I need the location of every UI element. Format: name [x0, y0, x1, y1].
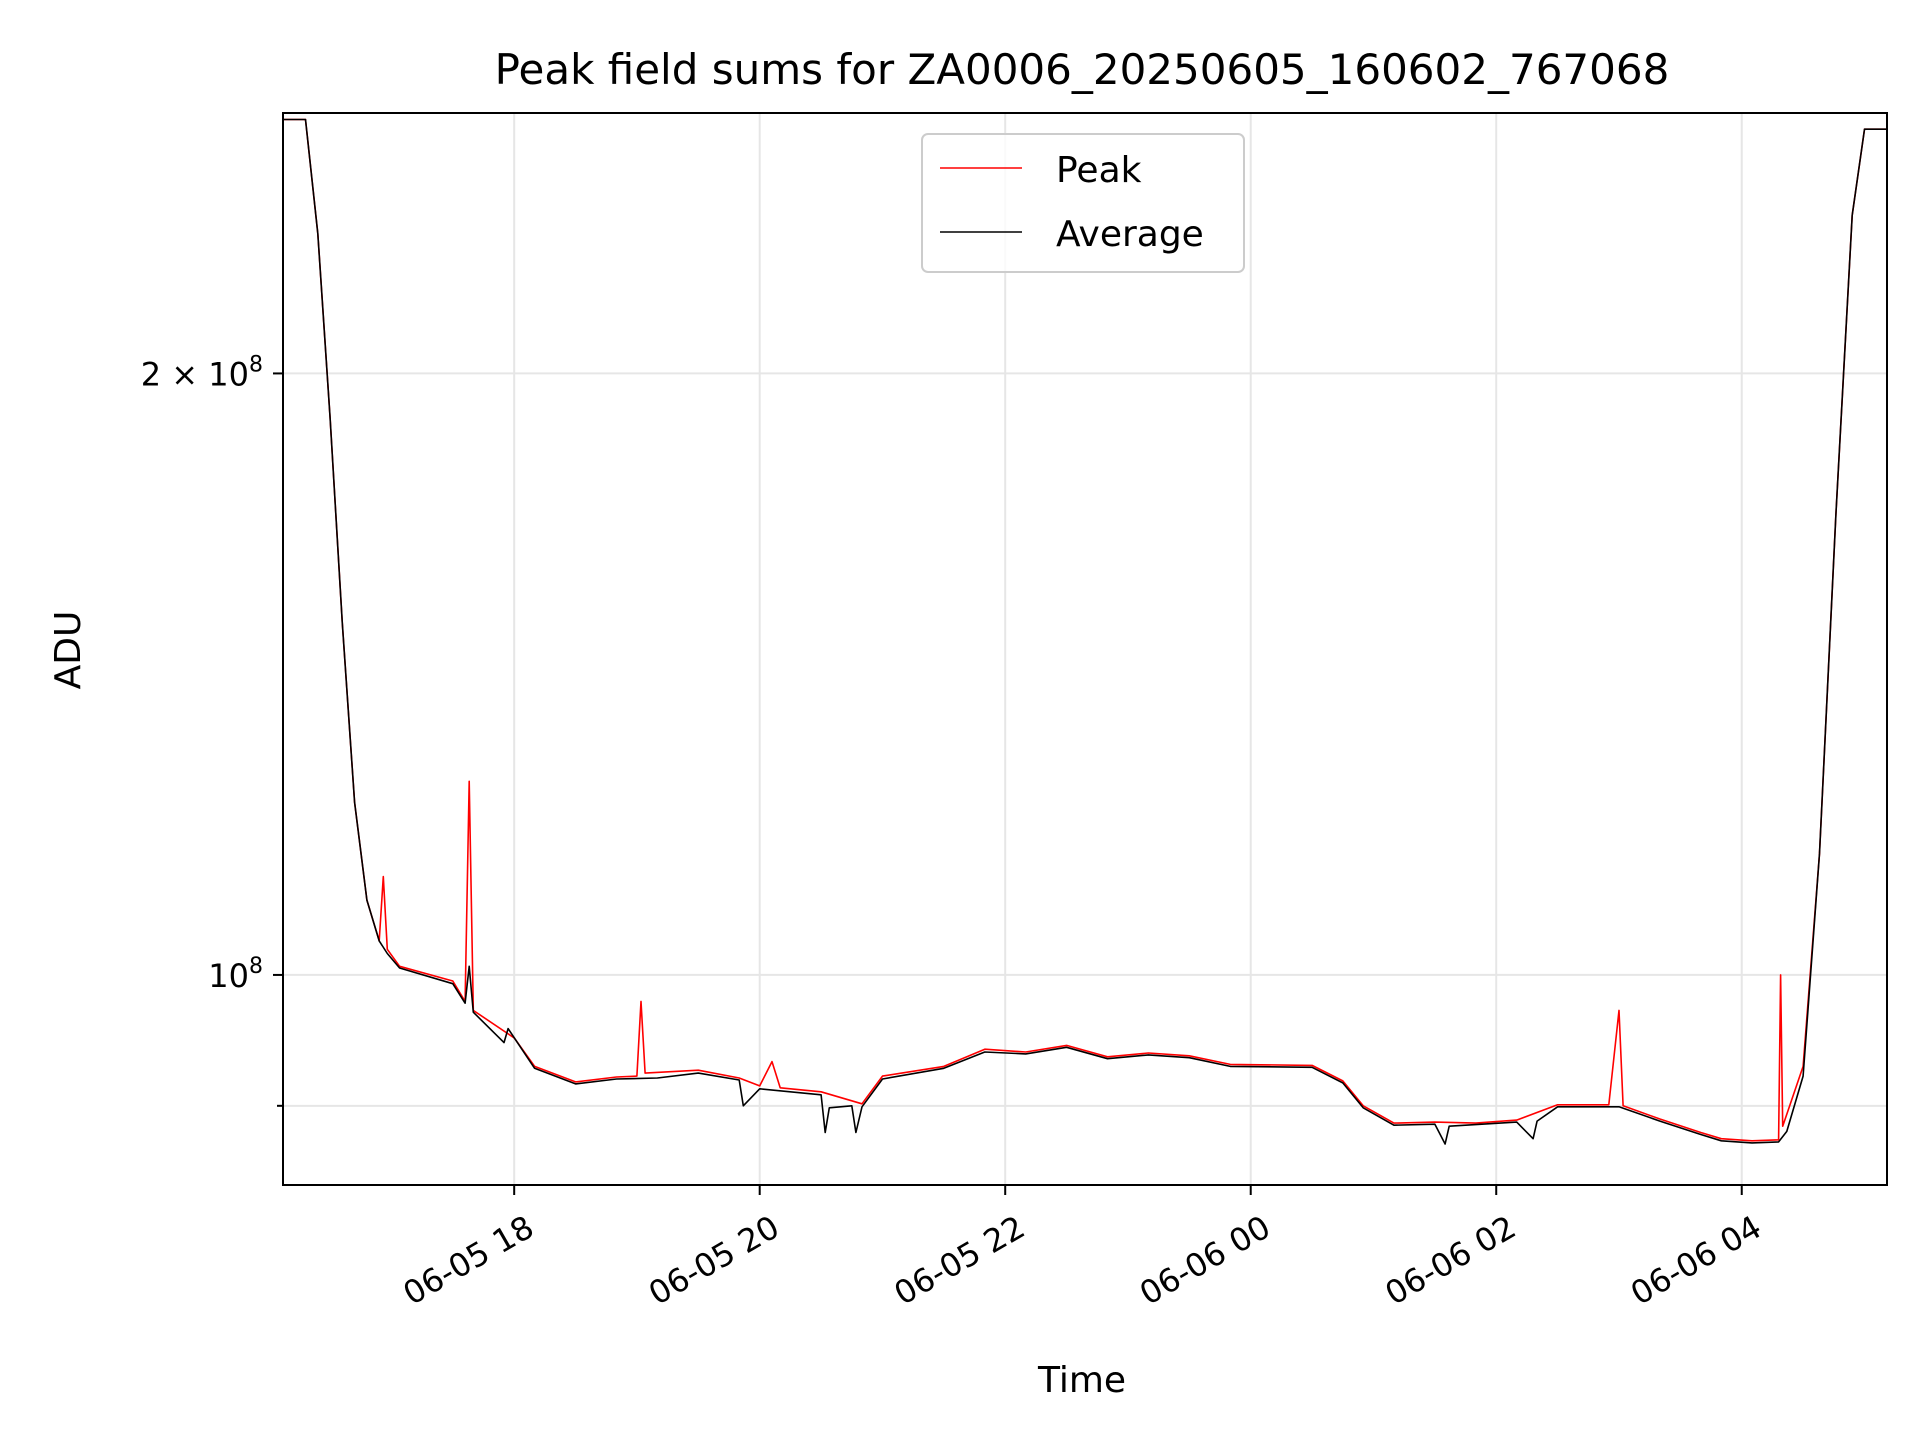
y-axis-label: ADU	[48, 611, 89, 690]
legend-label-average: Average	[1056, 214, 1204, 255]
chart-title: Peak field sums for ZA0006_20250605_1606…	[495, 45, 1670, 94]
legend-label-peak: Peak	[1056, 150, 1142, 191]
grid	[283, 113, 1887, 1185]
x-axis-label: Time	[1037, 1360, 1126, 1401]
series-line-average	[283, 118, 1887, 1145]
y-tick-exponent: 8	[249, 954, 263, 979]
series-layer	[283, 118, 1887, 1145]
series-line-peak	[283, 118, 1887, 1142]
y-tick-label: 2 × 108	[141, 352, 263, 393]
y-tick-base: 2 × 10	[141, 355, 249, 393]
y-tick-base: 10	[208, 957, 249, 995]
y-tick-exponent: 8	[249, 352, 263, 377]
y-tick-label: 108	[208, 954, 263, 995]
legend: Peak Average	[921, 133, 1245, 273]
plot-frame	[282, 112, 1888, 1186]
